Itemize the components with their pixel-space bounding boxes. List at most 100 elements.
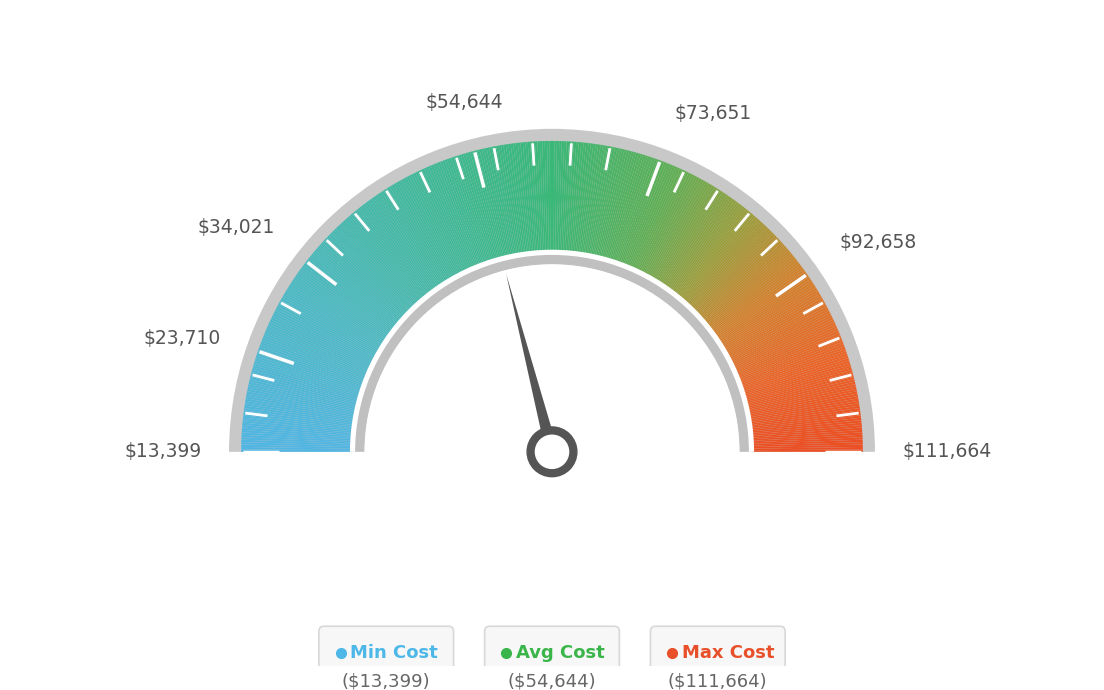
Wedge shape xyxy=(611,155,646,261)
Wedge shape xyxy=(720,281,814,343)
Wedge shape xyxy=(242,427,352,437)
Wedge shape xyxy=(338,225,415,307)
Wedge shape xyxy=(670,200,736,290)
Wedge shape xyxy=(731,310,830,362)
Wedge shape xyxy=(274,310,373,362)
Wedge shape xyxy=(317,246,402,321)
Wedge shape xyxy=(750,398,859,419)
Wedge shape xyxy=(560,141,566,252)
Wedge shape xyxy=(682,215,756,301)
Wedge shape xyxy=(721,285,816,346)
Wedge shape xyxy=(542,141,548,252)
Wedge shape xyxy=(736,328,838,374)
Wedge shape xyxy=(578,144,596,253)
Wedge shape xyxy=(327,235,408,313)
Wedge shape xyxy=(714,269,805,335)
FancyBboxPatch shape xyxy=(319,627,454,690)
Wedge shape xyxy=(347,217,421,302)
Wedge shape xyxy=(449,158,487,263)
Wedge shape xyxy=(710,259,797,329)
Wedge shape xyxy=(487,148,511,256)
Wedge shape xyxy=(665,195,729,287)
Wedge shape xyxy=(628,165,673,267)
Wedge shape xyxy=(406,176,459,275)
Wedge shape xyxy=(229,129,875,452)
Wedge shape xyxy=(241,444,352,448)
Wedge shape xyxy=(700,243,784,318)
Wedge shape xyxy=(458,155,493,261)
Wedge shape xyxy=(586,146,608,255)
Wedge shape xyxy=(645,176,698,275)
Wedge shape xyxy=(596,148,623,257)
Wedge shape xyxy=(530,141,540,252)
Wedge shape xyxy=(575,143,591,253)
Wedge shape xyxy=(615,157,652,262)
Wedge shape xyxy=(752,437,862,444)
Wedge shape xyxy=(305,262,394,331)
FancyBboxPatch shape xyxy=(650,627,785,690)
Wedge shape xyxy=(433,164,477,267)
Wedge shape xyxy=(248,384,357,410)
Wedge shape xyxy=(333,228,413,309)
Wedge shape xyxy=(273,313,373,364)
Wedge shape xyxy=(631,166,678,268)
Wedge shape xyxy=(270,317,371,366)
Wedge shape xyxy=(268,322,370,369)
Wedge shape xyxy=(501,145,521,254)
Wedge shape xyxy=(473,150,502,258)
Wedge shape xyxy=(252,368,359,399)
Wedge shape xyxy=(307,259,394,329)
Wedge shape xyxy=(411,174,463,273)
Wedge shape xyxy=(732,315,832,365)
Wedge shape xyxy=(627,164,671,267)
Wedge shape xyxy=(582,144,601,254)
Wedge shape xyxy=(553,141,556,251)
Wedge shape xyxy=(538,141,544,252)
Wedge shape xyxy=(577,144,593,253)
Wedge shape xyxy=(460,154,495,260)
Wedge shape xyxy=(622,160,662,264)
Wedge shape xyxy=(394,183,452,279)
Wedge shape xyxy=(710,262,799,331)
Wedge shape xyxy=(298,271,389,337)
Wedge shape xyxy=(528,141,538,252)
Wedge shape xyxy=(702,246,787,321)
Wedge shape xyxy=(583,145,603,254)
Text: $111,664: $111,664 xyxy=(903,442,991,462)
Wedge shape xyxy=(352,213,424,299)
Wedge shape xyxy=(422,168,469,270)
Wedge shape xyxy=(264,333,367,377)
Wedge shape xyxy=(726,298,824,354)
Wedge shape xyxy=(669,199,735,290)
Wedge shape xyxy=(667,197,733,289)
Wedge shape xyxy=(747,382,856,408)
Circle shape xyxy=(535,435,569,469)
Wedge shape xyxy=(332,230,412,310)
Wedge shape xyxy=(454,156,490,262)
Wedge shape xyxy=(408,175,461,274)
Wedge shape xyxy=(516,143,530,253)
Wedge shape xyxy=(734,322,836,369)
Wedge shape xyxy=(535,141,542,252)
Wedge shape xyxy=(244,411,353,426)
Wedge shape xyxy=(312,252,399,324)
Wedge shape xyxy=(739,339,842,381)
Wedge shape xyxy=(689,225,766,307)
Wedge shape xyxy=(489,147,513,255)
Wedge shape xyxy=(743,360,850,395)
Wedge shape xyxy=(658,188,719,283)
Text: Avg Cost: Avg Cost xyxy=(516,644,605,662)
Wedge shape xyxy=(590,146,613,255)
Wedge shape xyxy=(703,248,788,322)
Wedge shape xyxy=(675,206,744,295)
Wedge shape xyxy=(265,331,368,375)
Wedge shape xyxy=(672,204,741,293)
Wedge shape xyxy=(311,254,397,325)
Wedge shape xyxy=(363,204,432,293)
Wedge shape xyxy=(296,273,389,338)
Wedge shape xyxy=(350,214,423,299)
Wedge shape xyxy=(696,235,777,313)
Wedge shape xyxy=(245,403,354,422)
Wedge shape xyxy=(564,141,574,252)
Wedge shape xyxy=(735,326,837,372)
